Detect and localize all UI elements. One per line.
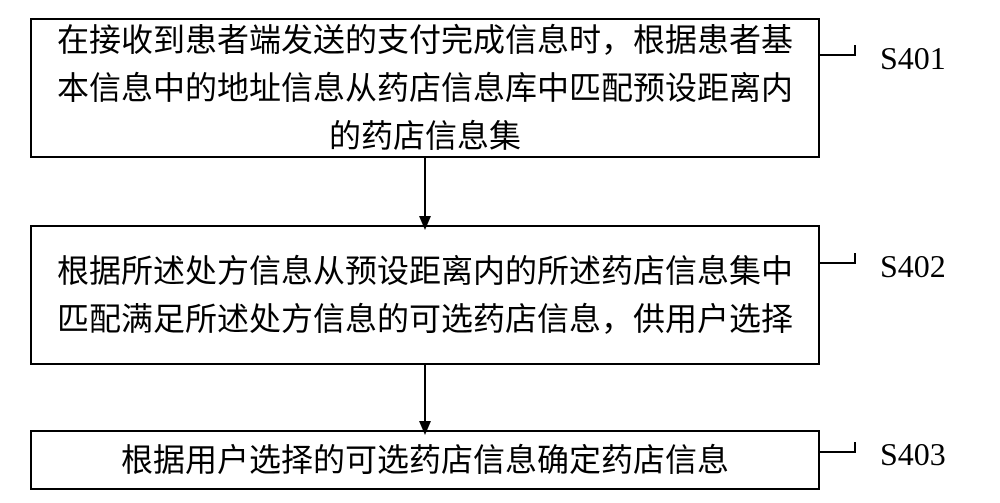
flow-node-label-s401: S401 <box>880 40 946 77</box>
leader-s403 <box>820 442 855 452</box>
flow-node-text: 根据用户选择的可选药店信息确定药店信息 <box>121 436 729 484</box>
flowchart-canvas: 在接收到患者端发送的支付完成信息时，根据患者基本信息中的地址信息从药店信息库中匹… <box>0 0 1000 503</box>
label-text: S401 <box>880 40 946 76</box>
label-text: S403 <box>880 436 946 472</box>
label-text: S402 <box>880 248 946 284</box>
flow-node-text: 根据所述处方信息从预设距离内的所述药店信息集中匹配满足所述处方信息的可选药店信息… <box>52 247 798 343</box>
leader-s401 <box>820 45 855 55</box>
flow-node-s403: 根据用户选择的可选药店信息确定药店信息 <box>30 430 820 490</box>
flow-node-label-s402: S402 <box>880 248 946 285</box>
leader-s402 <box>820 253 855 263</box>
flow-node-s402: 根据所述处方信息从预设距离内的所述药店信息集中匹配满足所述处方信息的可选药店信息… <box>30 225 820 365</box>
flow-node-text: 在接收到患者端发送的支付完成信息时，根据患者基本信息中的地址信息从药店信息库中匹… <box>52 16 798 160</box>
flow-node-s401: 在接收到患者端发送的支付完成信息时，根据患者基本信息中的地址信息从药店信息库中匹… <box>30 18 820 158</box>
flow-node-label-s403: S403 <box>880 436 946 473</box>
